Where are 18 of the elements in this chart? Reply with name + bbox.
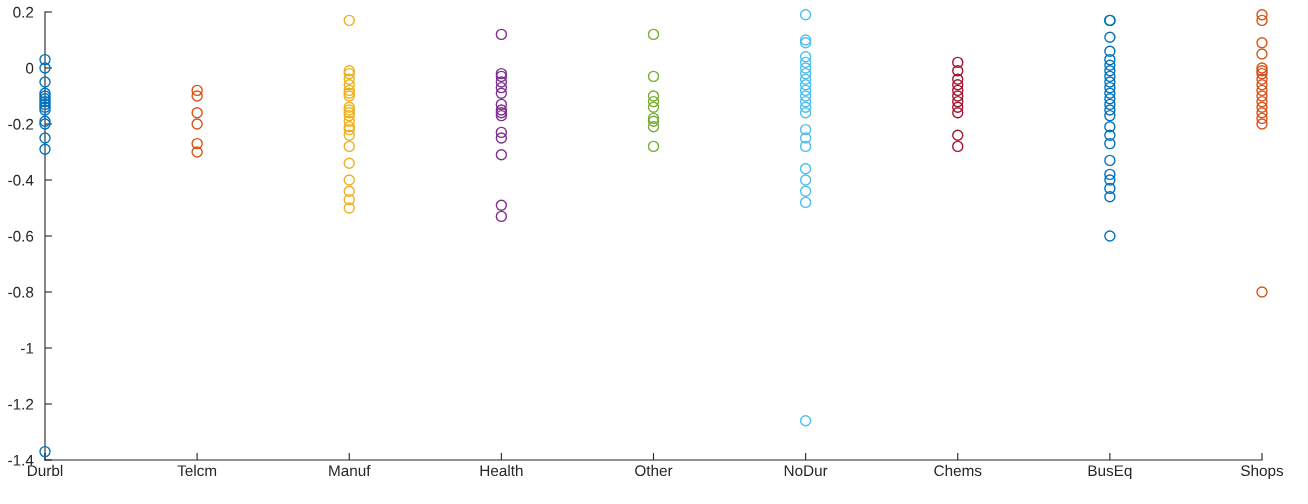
y-tick-label: -0.6 (8, 230, 34, 242)
x-tick-label: Telcm (177, 464, 217, 477)
x-tick-label: Manuf (329, 464, 371, 477)
x-tick-label: Durbl (28, 464, 63, 477)
x-tick-label: BusEq (1088, 465, 1132, 480)
y-tick-label: -0.2 (8, 118, 34, 130)
y-tick-label: 0 (25, 62, 34, 74)
y-tick-label: -1 (20, 343, 34, 354)
x-tick-label: Chems (934, 464, 982, 477)
y-tick-label: -0.4 (8, 174, 34, 186)
x-tick-label: Other (635, 464, 673, 477)
x-tick-label: Shops (1241, 464, 1284, 480)
y-tick-label: -0.8 (8, 286, 34, 298)
y-tick-label: -1.2 (8, 398, 34, 410)
y-tick-label: -1.4 (8, 455, 34, 466)
x-tick-label: NoDur (784, 465, 828, 477)
y-tick-label: 0.2 (13, 6, 34, 18)
x-tick-label: Health (480, 464, 523, 477)
